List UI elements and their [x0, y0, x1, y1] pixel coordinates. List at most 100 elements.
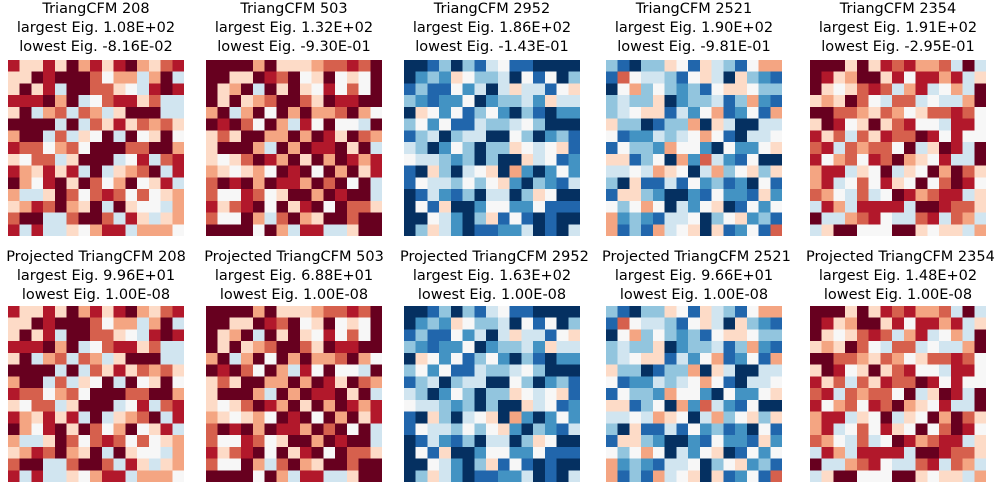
heatmap-cell — [892, 118, 905, 131]
heatmap-cell — [845, 130, 858, 143]
heatmap-cell — [810, 200, 823, 213]
heatmap-cell — [810, 470, 823, 482]
heatmap-cell — [474, 142, 487, 155]
heatmap-cell — [950, 364, 963, 377]
heatmap-cell — [474, 95, 487, 108]
heatmap-cell — [641, 142, 654, 155]
heatmap-cell — [509, 130, 522, 143]
heatmap-cell — [711, 458, 724, 471]
heatmap-cell — [252, 60, 266, 73]
heatmap-cell — [31, 177, 44, 190]
heatmap-cell — [770, 95, 782, 108]
heatmap-cell — [311, 153, 324, 166]
heatmap-cell — [606, 352, 619, 366]
heatmap-cell — [845, 341, 858, 354]
heatmap-cell — [833, 399, 846, 412]
heatmap-cell — [833, 446, 846, 459]
heatmap-cell — [172, 399, 184, 412]
heatmap-cell — [299, 153, 312, 166]
heatmap-cell — [664, 224, 677, 236]
heatmap-cell — [66, 423, 79, 436]
heatmap-cell — [148, 142, 161, 155]
heatmap-cell — [629, 352, 642, 366]
heatmap-cell — [370, 177, 382, 190]
heatmap-cell — [427, 341, 440, 354]
heatmap-cell — [346, 411, 359, 424]
heatmap-cell — [8, 376, 21, 389]
heatmap-cell — [833, 306, 846, 319]
heatmap-cell — [323, 435, 336, 448]
heatmap-cell — [939, 329, 952, 342]
heatmap-cell — [66, 95, 79, 108]
heatmap-cell — [509, 341, 522, 354]
heatmap-cell — [474, 458, 487, 471]
heatmap-cell — [606, 142, 619, 155]
heatmap-cell — [688, 212, 701, 225]
heatmap — [404, 306, 580, 482]
heatmap-cell — [358, 388, 371, 401]
heatmap-cell — [652, 200, 666, 213]
heatmap-cell — [241, 200, 254, 213]
heatmap-cell — [927, 106, 940, 120]
heatmap-cell — [486, 329, 499, 342]
heatmap-cell — [160, 411, 173, 424]
heatmap-cell — [606, 224, 619, 236]
heatmap-cell — [950, 352, 963, 366]
heatmap-cell — [664, 60, 677, 73]
panel-title: TriangCFM 503 — [240, 1, 348, 17]
heatmap-cell — [676, 364, 689, 377]
heatmap-cell — [415, 106, 428, 120]
heatmap-cell — [915, 317, 928, 330]
heatmap-cell — [125, 411, 138, 424]
heatmap-cell — [299, 341, 312, 354]
heatmap-cell — [821, 317, 834, 330]
heatmap-cell — [758, 435, 771, 448]
heatmap-cell — [892, 142, 905, 155]
heatmap-cell — [78, 83, 91, 96]
heatmap-cell — [404, 341, 417, 354]
heatmap-cell — [974, 71, 986, 84]
heatmap-cell — [486, 388, 499, 401]
heatmap-cell — [288, 95, 301, 108]
heatmap-cell — [927, 411, 940, 424]
heatmap-cell — [19, 364, 32, 377]
heatmap-cell — [868, 435, 881, 448]
heatmap-cell — [370, 95, 382, 108]
heatmap-cell — [568, 306, 580, 319]
heatmap-cell — [974, 341, 986, 354]
lowest-eig-label: lowest Eig. -8.16E-02 — [19, 39, 173, 55]
heatmap-cell — [845, 399, 858, 412]
heatmap-cell — [264, 153, 277, 166]
heatmap-cell — [78, 118, 91, 131]
heatmap-cell — [323, 423, 336, 436]
heatmap-cell — [568, 423, 580, 436]
heatmap-cell — [404, 306, 417, 319]
heatmap-cell — [699, 142, 712, 155]
heatmap-cell — [939, 212, 952, 225]
heatmap-cell — [101, 446, 114, 459]
heatmap-cell — [758, 388, 771, 401]
heatmap-cell — [90, 435, 103, 448]
heatmap-cell — [90, 95, 103, 108]
heatmap-cell — [652, 399, 666, 412]
heatmap-cell — [299, 458, 312, 471]
heatmap-cell — [629, 106, 642, 120]
heatmap-cell — [486, 130, 499, 143]
heatmap-cell — [427, 200, 440, 213]
heatmap-cell — [288, 423, 301, 436]
heatmap-cell — [486, 106, 499, 120]
heatmap-cell — [606, 83, 619, 96]
heatmap-cell — [833, 165, 846, 178]
heatmap-cell — [19, 200, 32, 213]
heatmap-cell — [629, 329, 642, 342]
heatmap-cell — [629, 470, 642, 482]
heatmap-cell — [264, 118, 277, 131]
heatmap-cell — [346, 306, 359, 319]
heatmap-cell — [711, 118, 724, 131]
heatmap-cell — [629, 388, 642, 401]
heatmap-cell — [497, 142, 510, 155]
heatmap-cell — [415, 470, 428, 482]
heatmap-cell — [676, 200, 689, 213]
heatmap-cell — [113, 364, 126, 377]
heatmap-cell — [711, 60, 724, 73]
